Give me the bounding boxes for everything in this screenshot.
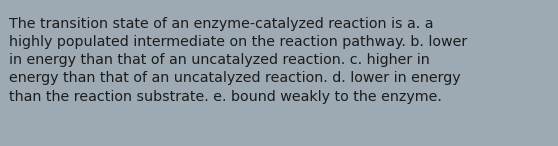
Text: The transition state of an enzyme-catalyzed reaction is a. a
highly populated in: The transition state of an enzyme-cataly… [9, 17, 468, 104]
